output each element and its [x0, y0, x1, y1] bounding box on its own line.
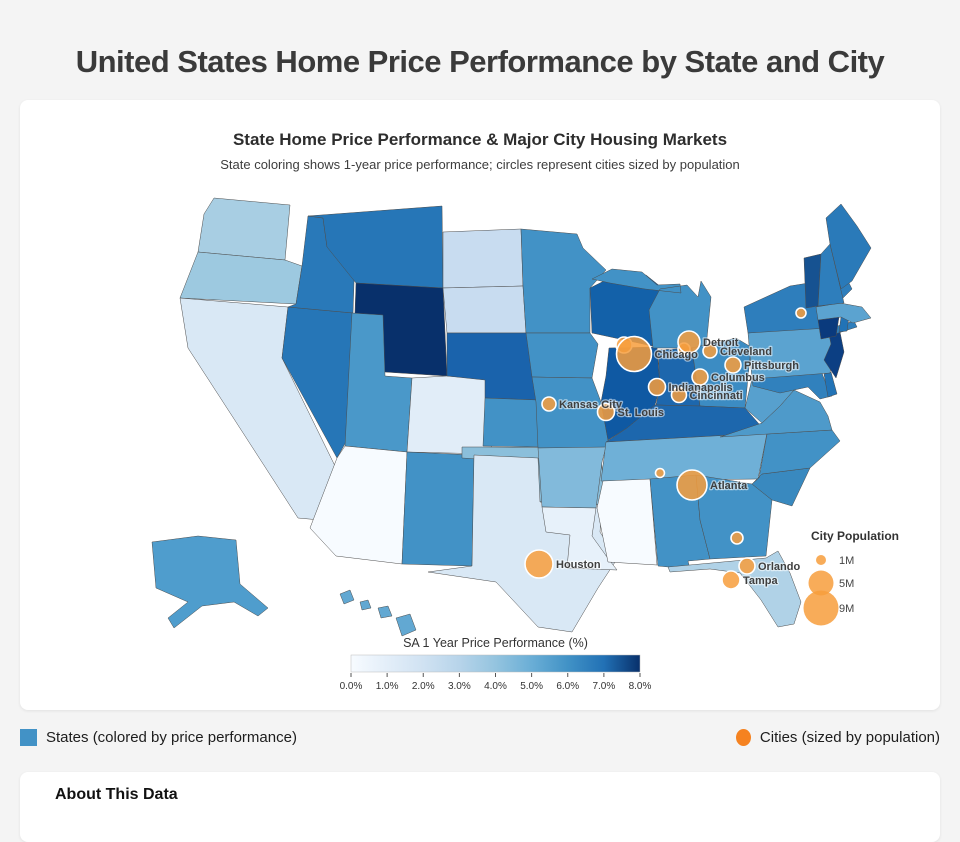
- colorbar-tick-label: 5.0%: [520, 681, 543, 692]
- size-legend-label: 9M: [839, 603, 854, 615]
- size-legend-circle-1M: [816, 555, 826, 565]
- city-label: Atlanta: [710, 480, 748, 492]
- state-IA[interactable]: [525, 332, 599, 379]
- state-MA[interactable]: [815, 302, 872, 324]
- city-bubble[interactable]: [795, 307, 807, 319]
- city-label: Columbus: [711, 372, 765, 384]
- city-label: Detroit: [703, 337, 739, 349]
- page-title: United States Home Price Performance by …: [75, 44, 885, 79]
- chart-card: State Home Price Performance & Major Cit…: [20, 100, 940, 710]
- state-color-swatch: [20, 729, 37, 746]
- state-AR[interactable]: [537, 446, 607, 509]
- city-label: Pittsburgh: [744, 360, 799, 372]
- legend-states-item[interactable]: States (colored by price performance): [20, 729, 297, 746]
- state-WA[interactable]: [197, 197, 291, 261]
- size-legend-circle-9M: [803, 590, 839, 626]
- colorbar-tick-label: 8.0%: [629, 681, 652, 692]
- city-label: Chicago: [655, 349, 699, 361]
- state-CO[interactable]: [406, 375, 496, 455]
- states-layer: [151, 197, 872, 637]
- city-bubble-st-louis[interactable]: [596, 402, 616, 422]
- bottom-legend: States (colored by price performance) Ci…: [20, 729, 940, 746]
- colorbar-gradient: [350, 654, 641, 673]
- state-CT[interactable]: [817, 316, 840, 340]
- city-bubble-cincinnati[interactable]: [670, 386, 688, 404]
- colorbar-title: SA 1 Year Price Performance (%): [403, 636, 588, 650]
- size-legend-circle-5M: [808, 570, 834, 596]
- city-bubble-kansas-city[interactable]: [541, 396, 557, 412]
- colorbar-tick-label: 6.0%: [556, 681, 579, 692]
- state-ND[interactable]: [442, 228, 524, 289]
- legend-cities-item[interactable]: Cities (sized by population): [735, 729, 940, 746]
- colorbar-tick-label: 7.0%: [592, 681, 615, 692]
- city-bubble-atlanta[interactable]: [676, 469, 708, 501]
- city-color-swatch: [735, 729, 751, 746]
- city-label: Cleveland: [720, 346, 772, 358]
- colorbar-tick-label: 3.0%: [448, 681, 471, 692]
- city-bubble[interactable]: [654, 467, 666, 479]
- state-OR[interactable]: [179, 251, 303, 305]
- city-bubble-chicago[interactable]: [615, 335, 653, 373]
- state-FL[interactable]: [667, 550, 802, 628]
- state-NC[interactable]: [751, 429, 841, 485]
- city-bubble[interactable]: [730, 531, 744, 545]
- city-label: Orlando: [758, 561, 800, 573]
- size-legend-label: 1M: [839, 555, 854, 567]
- legend-cities-label: Cities (sized by population): [759, 729, 940, 746]
- about-card: About This Data: [20, 772, 940, 842]
- state-HI[interactable]: [339, 589, 417, 637]
- state-NM[interactable]: [401, 451, 475, 567]
- state-ME[interactable]: [825, 203, 872, 290]
- state-MD[interactable]: [751, 372, 833, 400]
- city-label: Cincinnati: [690, 390, 743, 402]
- city-bubble-orlando[interactable]: [738, 557, 756, 575]
- state-MI[interactable]: [591, 268, 712, 349]
- size-legend-label: 5M: [839, 578, 854, 590]
- city-population-legend: City Population 1M 5M 9M: [803, 529, 899, 626]
- city-bubble-tampa[interactable]: [721, 570, 741, 590]
- colorbar-legend: SA 1 Year Price Performance (%) 0.0% 1.0% 2…: [340, 636, 652, 692]
- city-bubble-indianapolis[interactable]: [647, 377, 667, 397]
- city-bubble-houston[interactable]: [524, 549, 554, 579]
- colorbar-tick-label: 0.0%: [340, 681, 363, 692]
- city-label: St. Louis: [618, 407, 664, 419]
- city-label: Indianapolis: [669, 382, 733, 394]
- city-label: Kansas City: [559, 399, 623, 411]
- city-bubble-detroit[interactable]: [677, 330, 701, 354]
- chart-subtitle: State coloring shows 1-year price perfor…: [220, 157, 740, 172]
- city-bubble-columbus[interactable]: [691, 368, 709, 386]
- city-bubble-pittsburgh[interactable]: [724, 356, 742, 374]
- colorbar-tick-label: 1.0%: [376, 681, 399, 692]
- state-AK[interactable]: [151, 535, 269, 629]
- city-label: Houston: [556, 559, 601, 571]
- city-label: Tampa: [743, 575, 779, 587]
- state-TX[interactable]: [427, 454, 618, 633]
- state-MS[interactable]: [596, 478, 658, 566]
- chart-title: State Home Price Performance & Major Cit…: [232, 130, 728, 149]
- about-heading: About This Data: [55, 786, 178, 803]
- size-legend-title: City Population: [811, 529, 899, 543]
- state-SD[interactable]: [442, 285, 527, 334]
- city-bubble-cleveland[interactable]: [702, 343, 718, 359]
- state-NH[interactable]: [817, 243, 845, 307]
- state-LA[interactable]: [541, 506, 618, 571]
- colorbar-tick-label: 4.0%: [484, 681, 507, 692]
- colorbar-tick-label: 2.0%: [412, 681, 435, 692]
- legend-states-label: States (colored by price performance): [46, 729, 297, 746]
